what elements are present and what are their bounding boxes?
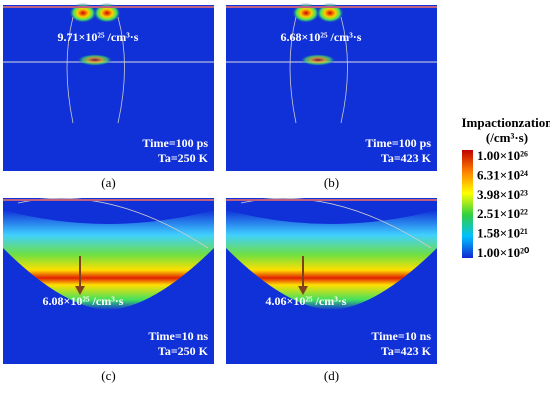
colorbar-label: 1.00×10²⁶ [477, 148, 528, 163]
time-label: Time=10 ns [371, 329, 431, 343]
temperature-label: Ta=423 K [381, 151, 432, 165]
panel-caption: (b) [324, 175, 339, 190]
value-label: 9.71×10²⁵ /cm³·s [58, 30, 139, 44]
time-label: Time=10 ns [148, 329, 208, 343]
hot-spot [77, 54, 113, 66]
colorbar-label: 1.58×10²¹ [477, 226, 528, 241]
time-label: Time=100 ps [365, 136, 431, 150]
colorbar [462, 150, 473, 258]
temperature-label: Ta=250 K [158, 151, 209, 165]
value-label: 6.08×10²⁵ /cm³·s [43, 294, 124, 308]
value-label: 6.68×10²⁵ /cm³·s [281, 30, 362, 44]
colorbar-label: 6.31×10²⁴ [477, 167, 528, 182]
colorbar-title: Impactionzation [462, 115, 550, 130]
colorbar-label: 2.51×10²² [477, 206, 528, 221]
panel-caption: (c) [101, 368, 115, 383]
colorbar-label: 3.98×10²³ [477, 187, 528, 202]
time-label: Time=100 ps [142, 136, 208, 150]
panel-caption: (a) [101, 175, 115, 190]
panel-caption: (d) [324, 368, 339, 383]
value-label: 4.06×10²⁵ /cm³·s [266, 294, 347, 308]
hot-spot [300, 54, 336, 66]
colorbar-label: 1.00×10²⁰ [477, 245, 530, 260]
temperature-label: Ta=250 K [158, 344, 209, 358]
temperature-label: Ta=423 K [381, 344, 432, 358]
colorbar-unit: (/cm³·s) [486, 130, 528, 145]
